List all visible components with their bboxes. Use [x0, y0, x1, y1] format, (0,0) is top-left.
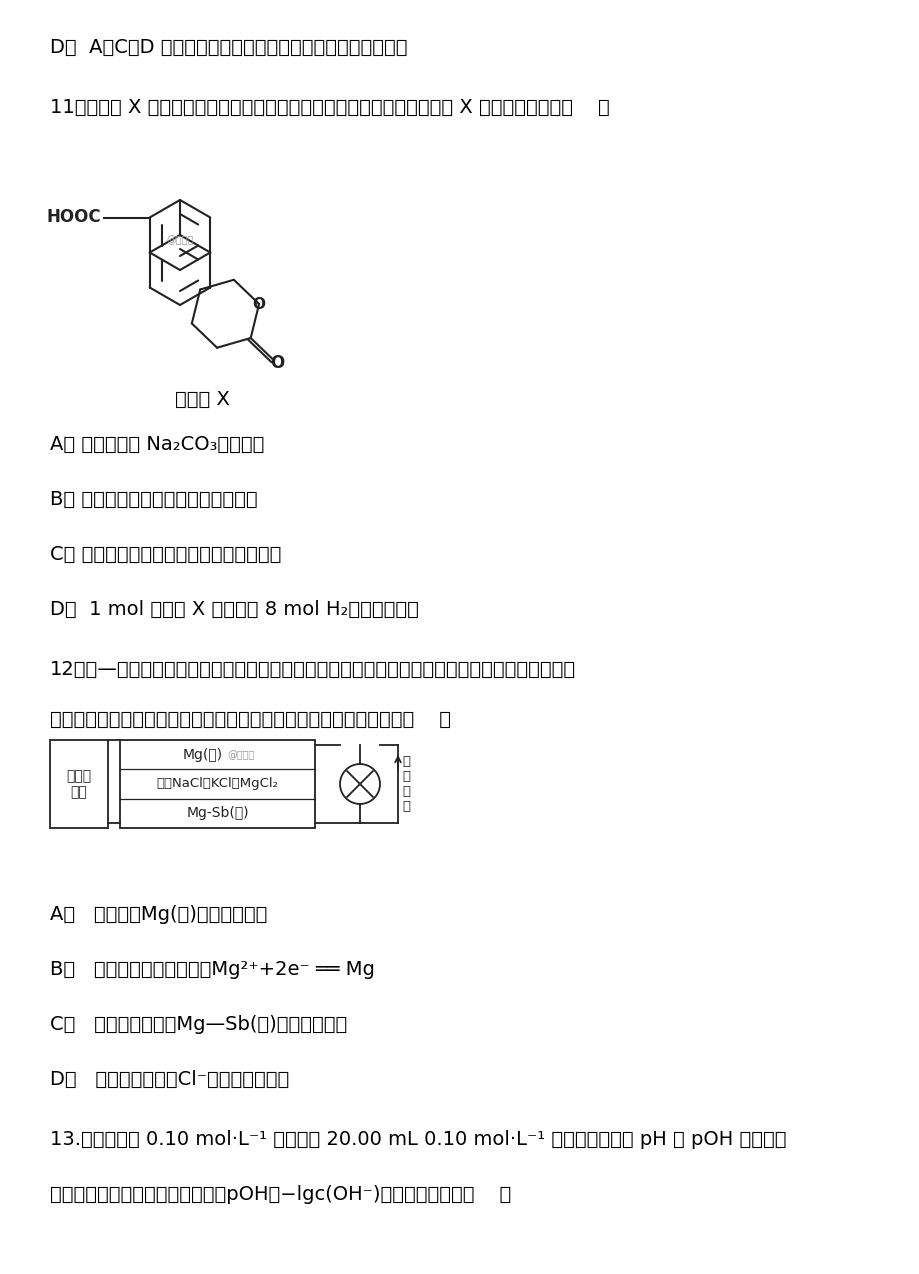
Text: 11．化合物 X 是一种医药中间体，其结构简式如图所示。下列有关化合物 X 的说法正确的是（    ）: 11．化合物 X 是一种医药中间体，其结构简式如图所示。下列有关化合物 X 的说… [50, 98, 609, 117]
Text: D．  A、C、D 的常见氧化物相互之间一定能发生氧化还原反应: D． A、C、D 的常见氧化物相互之间一定能发生氧化还原反应 [50, 38, 407, 57]
Text: 13.室温下，将 0.10 mol·L⁻¹ 盐酸滴入 20.00 mL 0.10 mol·L⁻¹ 氨水中，溶液中 pH 和 pOH 随加入盐: 13.室温下，将 0.10 mol·L⁻¹ 盐酸滴入 20.00 mL 0.10… [50, 1130, 786, 1149]
Text: 电
流
方
向: 电 流 方 向 [402, 755, 410, 813]
Text: C． 在酸性条件下水解，水解产物只有一种: C． 在酸性条件下水解，水解产物只有一种 [50, 545, 281, 564]
Text: 12．镁—锄液态金属储能电池工作原理如下图所示，该电池所用液体密度不同，在重力作用下分为: 12．镁—锄液态金属储能电池工作原理如下图所示，该电池所用液体密度不同，在重力作… [50, 660, 575, 679]
Text: 太阳能
电池: 太阳能 电池 [66, 769, 92, 799]
Bar [119, 740, 314, 828]
Text: A．   放电时，Mg(液)层的质量减小: A． 放电时，Mg(液)层的质量减小 [50, 905, 267, 924]
Text: D．  1 mol 化合物 X 最多能与 8 mol H₂发生加成反应: D． 1 mol 化合物 X 最多能与 8 mol H₂发生加成反应 [50, 600, 418, 619]
Text: Mg-Sb(液): Mg-Sb(液) [186, 806, 248, 820]
Text: HOOC: HOOC [47, 209, 101, 227]
Text: O: O [253, 297, 266, 312]
Text: C．   该电池充电时，Mg—Sb(液)层的质量增大: C． 该电池充电时，Mg—Sb(液)层的质量增大 [50, 1015, 346, 1034]
Text: Mg(液): Mg(液) [182, 748, 222, 762]
Text: @正确云: @正确云 [166, 234, 193, 245]
Text: 酸体积变化曲线如图所示。已知：pOH＝−lgc(OH⁻)，下列正确的是（    ）: 酸体积变化曲线如图所示。已知：pOH＝−lgc(OH⁻)，下列正确的是（ ） [50, 1185, 511, 1204]
Text: O: O [269, 354, 284, 372]
Text: B． 分子中所有原子可能处于同一平面: B． 分子中所有原子可能处于同一平面 [50, 490, 257, 510]
Text: B．   放电时，正极反应为：Mg²⁺+2e⁻ ══ Mg: B． 放电时，正极反应为：Mg²⁺+2e⁻ ══ Mg [50, 961, 374, 978]
Bar [50, 740, 108, 828]
Text: A． 不能与饱和 Na₂CO₃溶液反应: A． 不能与饱和 Na₂CO₃溶液反应 [50, 434, 264, 454]
Text: 化合物 X: 化合物 X [175, 390, 230, 409]
Text: 三层，工作时中间层熔融盐的组成及浓度不变。下列说法不正确的是（    ）: 三层，工作时中间层熔融盐的组成及浓度不变。下列说法不正确的是（ ） [50, 710, 450, 729]
Text: @正确云: @正确云 [227, 749, 255, 759]
Text: D．   该电池充电时，Cl⁻向下层方向移动: D． 该电池充电时，Cl⁻向下层方向移动 [50, 1070, 289, 1089]
Text: 熔融NaCl、KCl、MgCl₂: 熔融NaCl、KCl、MgCl₂ [156, 777, 278, 790]
